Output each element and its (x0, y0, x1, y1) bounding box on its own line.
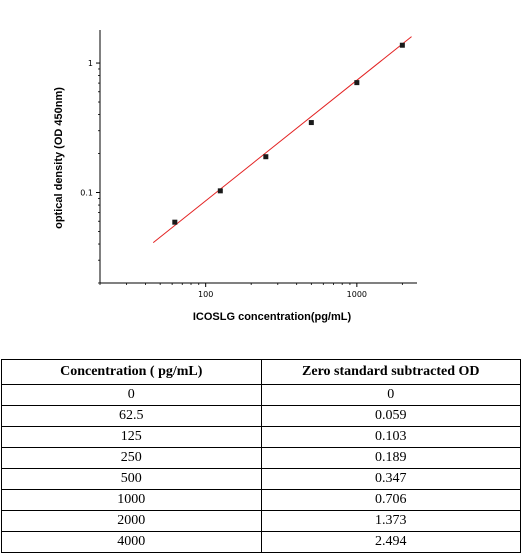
concentration-cell: 500 (1, 468, 262, 490)
table-row: 2000 1.373 (1, 510, 521, 532)
concentration-cell: 62.5 (1, 405, 262, 427)
x-axis-label: ICOSLG concentration(pg/mL) (193, 311, 352, 323)
x-tick-label: 100 (198, 290, 213, 299)
data-point (217, 188, 223, 194)
concentration-cell: 2000 (1, 510, 262, 532)
concentration-cell: 4000 (1, 531, 262, 553)
x-tick-label: 1000 (347, 290, 367, 299)
od-cell: 0 (260, 384, 521, 406)
data-point (354, 80, 360, 86)
table-row: 62.5 0.059 (1, 405, 521, 427)
concentration-cell: 125 (1, 426, 262, 448)
table-row: 4000 2.494 (1, 531, 521, 553)
od-cell: 0.347 (260, 468, 521, 490)
data-point (399, 42, 405, 48)
table-row: 1000 0.706 (1, 489, 521, 511)
concentration-cell: 1000 (1, 489, 262, 511)
y-axis-label: optical density (OD 450nm) (53, 87, 65, 229)
standard-data-table: Concentration ( pg/mL) Zero standard sub… (1, 359, 521, 553)
data-point (308, 120, 314, 126)
table-row: 125 0.103 (1, 426, 521, 448)
concentration-header: Concentration ( pg/mL) (1, 359, 262, 385)
fit-line (152, 36, 412, 244)
od-cell: 0.706 (260, 489, 521, 511)
od-cell: 0.103 (260, 426, 521, 448)
od-header: Zero standard subtracted OD (260, 359, 521, 385)
y-tick-label: 0.1 (80, 189, 93, 198)
plot-area: 100 1000 0.1 1 (80, 30, 417, 299)
y-tick-label: 1 (88, 59, 93, 68)
od-cell: 0.059 (260, 405, 521, 427)
od-cell: 2.494 (260, 531, 521, 553)
data-point (263, 154, 269, 160)
od-cell: 0.189 (260, 447, 521, 469)
table-row: 250 0.189 (1, 447, 521, 469)
data-point (172, 219, 178, 225)
concentration-cell: 250 (1, 447, 262, 469)
concentration-cell: 0 (1, 384, 262, 406)
od-cell: 1.373 (260, 510, 521, 532)
table-row: 500 0.347 (1, 468, 521, 490)
table-header-row: Concentration ( pg/mL) Zero standard sub… (1, 359, 521, 385)
